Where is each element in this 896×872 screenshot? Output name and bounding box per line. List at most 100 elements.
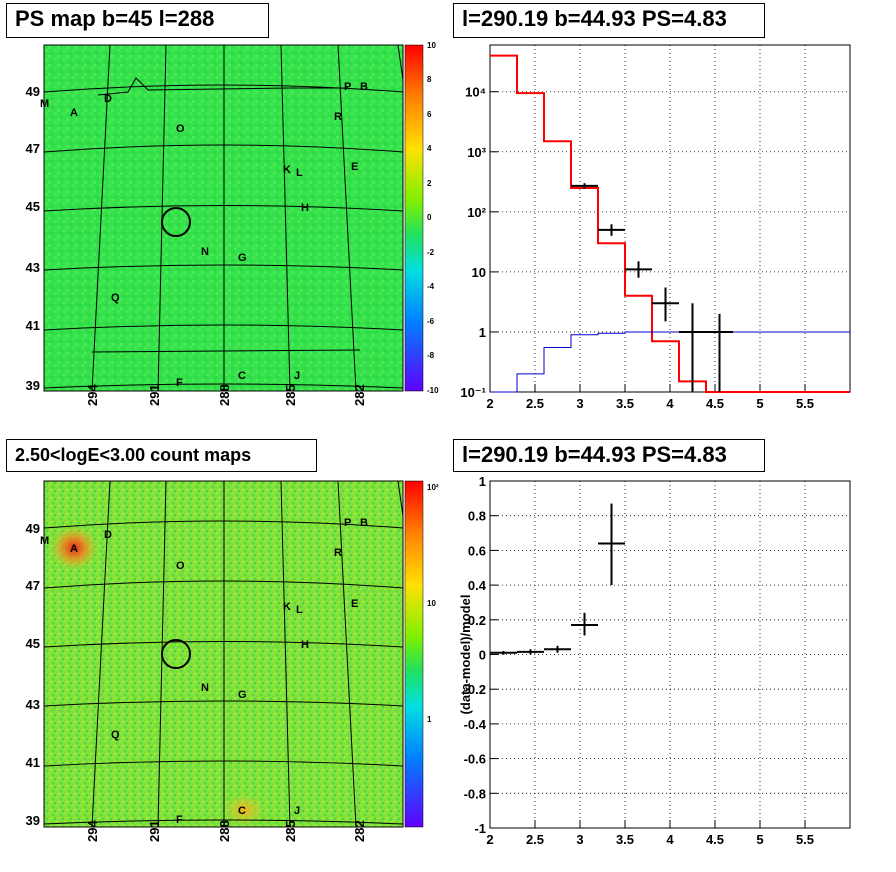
lat-tick: 43 — [26, 697, 40, 712]
source-label: G — [238, 252, 247, 264]
y-tick-label: -0.8 — [464, 786, 486, 801]
source-label: K — [283, 164, 291, 176]
lat-tick: 47 — [26, 578, 40, 593]
source-label: J — [294, 370, 300, 382]
colorbar-tick: -6 — [427, 317, 435, 326]
x-tick-label: 3 — [576, 396, 583, 411]
x-tick-label: 2 — [486, 832, 493, 847]
source-label: R — [334, 111, 342, 123]
spectrum-title: l=290.19 b=44.93 PS=4.83 — [453, 3, 765, 38]
y-tick-label: -1 — [474, 821, 486, 836]
source-label: J — [294, 805, 300, 817]
step-series — [490, 54, 850, 393]
colorbar-tick: -4 — [427, 282, 435, 291]
source-label: G — [238, 689, 247, 701]
source-label: R — [334, 547, 342, 559]
lon-tick: 288 — [217, 820, 232, 842]
source-label: C — [238, 370, 246, 382]
x-tick-label: 4.5 — [706, 832, 724, 847]
y-axis-label: (data-model)/model — [458, 595, 473, 715]
y-tick-label: 0.4 — [468, 578, 487, 593]
colorbar-tick: 4 — [427, 144, 432, 153]
colorbar-tick: -8 — [427, 351, 435, 360]
lon-tick: 288 — [217, 384, 232, 406]
residual-title: l=290.19 b=44.93 PS=4.83 — [453, 439, 765, 472]
x-tick-label: 5.5 — [796, 832, 814, 847]
x-tick-label: 4.5 — [706, 396, 724, 411]
lon-tick: 291 — [147, 384, 162, 406]
lat-tick: 41 — [26, 755, 40, 770]
x-tick-label: 3.5 — [616, 832, 634, 847]
lon-tick: 282 — [352, 820, 367, 842]
y-tick-label: -0.6 — [464, 752, 486, 767]
source-label: M — [40, 535, 49, 547]
lon-tick: 291 — [147, 820, 162, 842]
source-label: O — [176, 123, 185, 135]
source-label: A — [70, 107, 78, 119]
source-label: P — [344, 517, 351, 529]
count-colorbar — [404, 480, 424, 828]
source-label: C — [238, 805, 246, 817]
y-tick-label: -0.2 — [464, 682, 486, 697]
ps-map: M A D O P B R K L E H N G Q F C J 49 47 … — [26, 41, 440, 406]
y-tick-label: 10⁴ — [465, 85, 486, 100]
source-label: E — [351, 161, 358, 173]
x-tick-label: 3.5 — [616, 396, 634, 411]
lat-tick: 41 — [26, 318, 40, 333]
source-label: Q — [111, 729, 120, 741]
count-map: M A D O P B R K L E H N G Q F C J 49 47 … — [26, 480, 439, 842]
y-tick-label: 10³ — [467, 145, 486, 160]
colorbar-tick: 0 — [427, 213, 432, 222]
x-tick-label: 3 — [576, 832, 583, 847]
lat-tick: 47 — [26, 141, 40, 156]
source-label: B — [360, 81, 368, 93]
source-label: E — [351, 598, 358, 610]
colorbar-tick: -10 — [427, 386, 439, 395]
lon-tick: 282 — [352, 384, 367, 406]
lon-tick: 285 — [283, 820, 298, 842]
colorbar-tick: -2 — [427, 248, 435, 257]
y-tick-label: 0 — [479, 648, 486, 663]
y-tick-label: 10² — [467, 205, 486, 220]
colorbar-tick: 8 — [427, 75, 432, 84]
lat-tick: 45 — [26, 636, 40, 651]
count-map-title: 2.50<logE<3.00 count maps — [6, 439, 317, 472]
colorbar-tick: 6 — [427, 110, 432, 119]
colorbar-tick: 1 — [427, 715, 432, 724]
y-tick-label: 0.6 — [468, 543, 486, 558]
x-tick-label: 5 — [756, 832, 763, 847]
lat-tick: 49 — [26, 521, 40, 536]
lat-tick: 43 — [26, 260, 40, 275]
residual-chart: 2 2.5 3 3.5 4 4.5 5 5.5 -1 -0.8 -0.6 -0.4 -0.2 0 0.2 0.… — [458, 476, 851, 847]
y-tick-label: -0.4 — [464, 717, 487, 732]
lat-tick: 45 — [26, 199, 40, 214]
source-label: M — [40, 98, 49, 110]
y-tick-label: 0.8 — [468, 509, 486, 524]
lon-tick: 294 — [85, 384, 100, 406]
source-label: D — [104, 93, 112, 105]
source-label: H — [301, 202, 309, 214]
lat-tick: 49 — [26, 84, 40, 99]
x-tick-label: 5 — [756, 396, 763, 411]
step-series — [490, 331, 850, 393]
colorbar-tick: 10 — [427, 41, 436, 50]
x-tick-label: 2 — [486, 396, 493, 411]
source-label: K — [283, 601, 291, 613]
lon-tick: 285 — [283, 384, 298, 406]
lat-tick: 39 — [26, 813, 40, 828]
source-label: N — [201, 682, 209, 694]
source-label: A — [70, 543, 78, 555]
source-label: H — [301, 639, 309, 651]
lon-tick: 294 — [85, 820, 100, 842]
x-tick-label: 4 — [666, 832, 674, 847]
x-tick-label: 2.5 — [526, 832, 544, 847]
lat-tick: 39 — [26, 378, 40, 393]
source-label: L — [296, 604, 303, 616]
x-tick-label: 4 — [666, 396, 674, 411]
source-label: L — [296, 167, 303, 179]
y-tick-label: 10⁻¹ — [460, 385, 486, 400]
plot-frame — [489, 44, 851, 393]
ps-colorbar — [404, 44, 424, 392]
source-label: N — [201, 246, 209, 258]
colorbar-tick: 10 — [427, 599, 436, 608]
